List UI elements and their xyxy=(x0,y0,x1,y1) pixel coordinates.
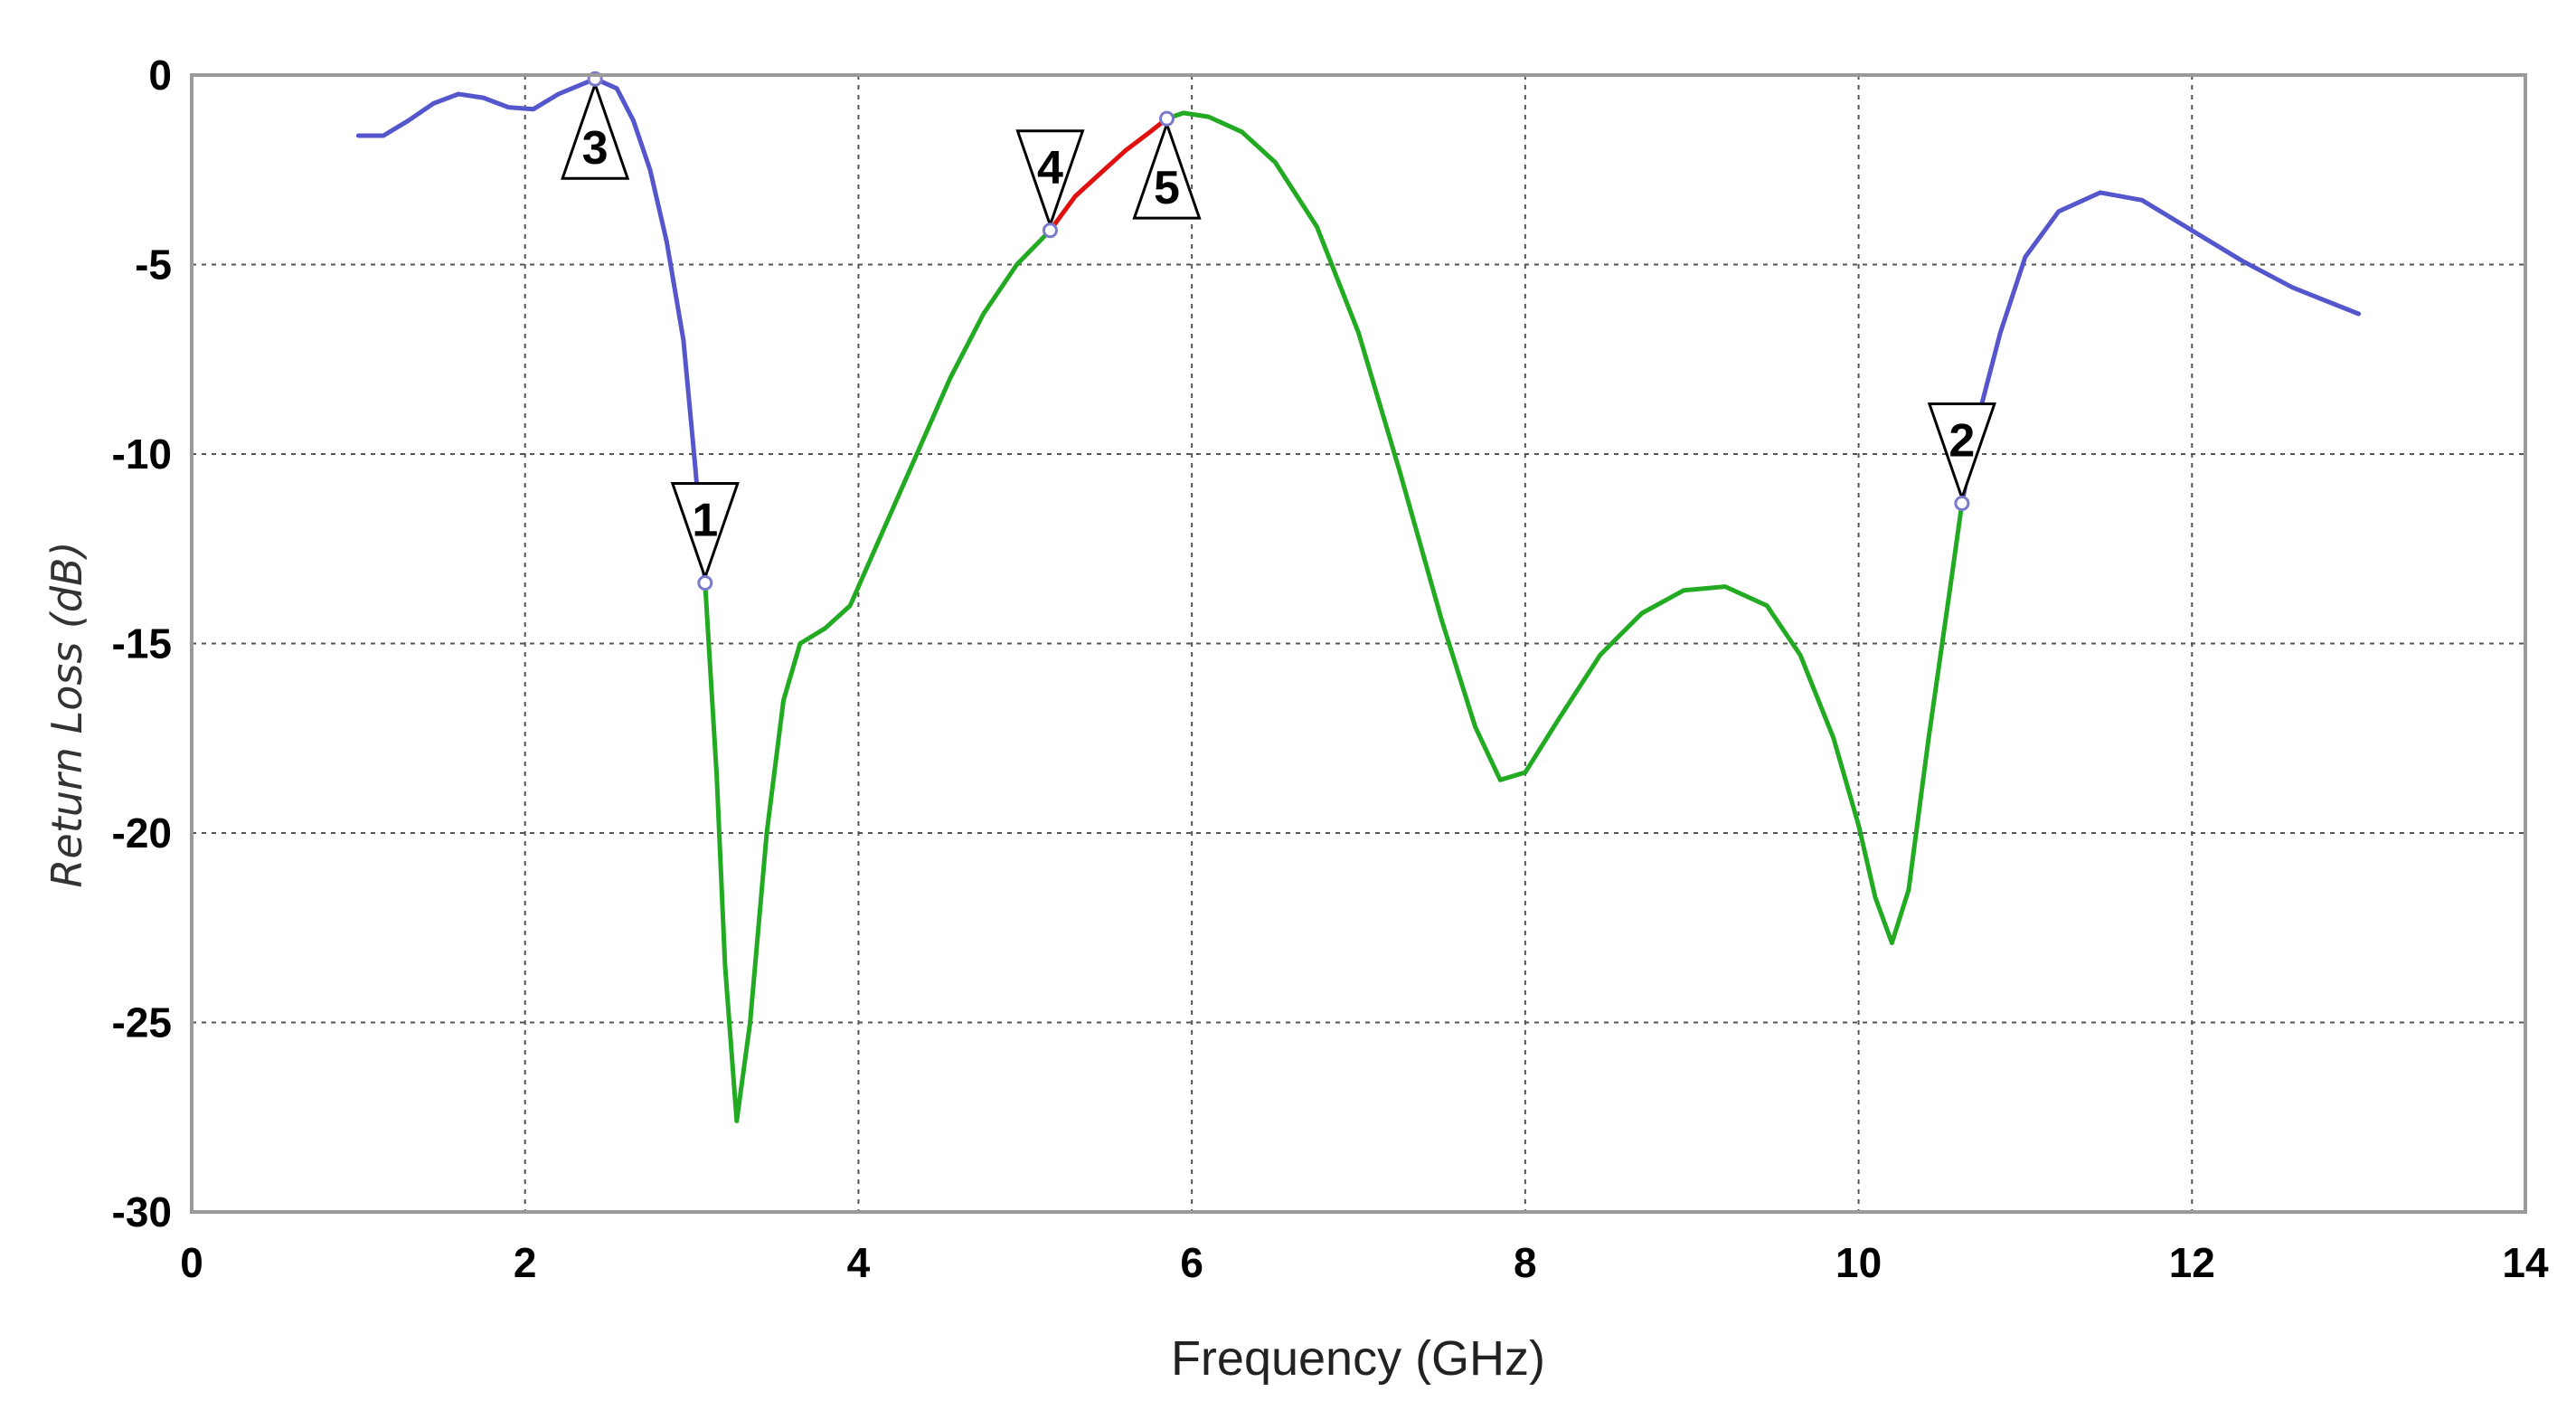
marker-triangle xyxy=(1132,119,1202,220)
x-tick-label: 6 xyxy=(1180,1239,1203,1286)
marker-point xyxy=(697,574,713,591)
marker-5: 5 xyxy=(1132,110,1202,220)
marker-2: 2 xyxy=(1927,402,1996,511)
x-tick-label: 12 xyxy=(2169,1239,2215,1286)
y-tick-label: -15 xyxy=(112,620,172,667)
return-loss-curve xyxy=(355,76,2362,1123)
marker-triangle xyxy=(1015,129,1085,230)
marker-point xyxy=(1042,222,1058,239)
y-tick-label: -20 xyxy=(112,809,172,857)
frequency-markers: 1 2 3 4 5 xyxy=(561,71,1996,591)
axis-ticks: 0 2 4 6 8 10 12 140-5-10-15-20-25-30 xyxy=(112,52,2549,1286)
curve-segment-2 xyxy=(703,228,1052,1123)
marker-triangle xyxy=(1927,402,1996,503)
marker-point xyxy=(1954,495,1970,511)
x-tick-label: 2 xyxy=(514,1239,537,1286)
grid-lines xyxy=(192,75,2525,1212)
x-tick-label: 4 xyxy=(847,1239,871,1286)
y-tick-label: -10 xyxy=(112,431,172,478)
marker-3: 3 xyxy=(561,71,630,180)
y-tick-label: -25 xyxy=(112,999,172,1046)
marker-4: 4 xyxy=(1015,129,1085,239)
plot-frame xyxy=(190,73,2527,1214)
marker-point xyxy=(1158,110,1175,127)
x-tick-label: 8 xyxy=(1514,1239,1537,1286)
y-axis-title: Return Loss (dB) xyxy=(42,541,91,887)
marker-triangle xyxy=(561,80,630,180)
x-axis-title: Frequency (GHz) xyxy=(1171,1331,1545,1386)
marker-label: 2 xyxy=(1949,414,1975,467)
marker-triangle xyxy=(670,481,740,582)
y-tick-label: 0 xyxy=(148,52,172,99)
marker-1: 1 xyxy=(670,481,740,591)
x-tick-label: 14 xyxy=(2502,1239,2549,1286)
curve-segment-1 xyxy=(355,76,708,585)
x-tick-label: 10 xyxy=(1835,1239,1882,1286)
marker-label: 5 xyxy=(1154,162,1180,214)
curve-segment-5 xyxy=(1959,190,2362,506)
marker-label: 1 xyxy=(692,494,718,546)
curve-segment-3 xyxy=(1047,116,1169,233)
marker-label: 3 xyxy=(582,122,609,175)
curve-segment-4 xyxy=(1165,110,1965,945)
marker-label: 4 xyxy=(1037,142,1063,194)
y-tick-label: -30 xyxy=(112,1188,172,1235)
x-tick-label: 0 xyxy=(180,1239,203,1286)
y-tick-label: -5 xyxy=(135,241,172,289)
